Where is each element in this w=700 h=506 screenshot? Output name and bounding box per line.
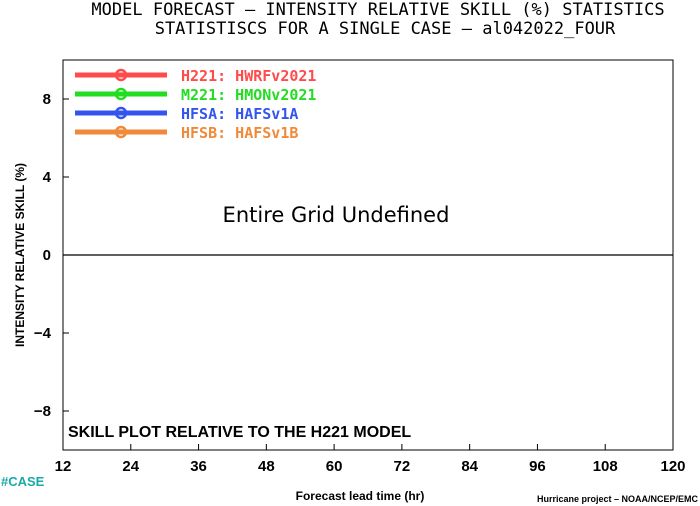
x-tick-label: 120: [660, 458, 685, 475]
x-tick-label: 108: [593, 458, 618, 475]
y-axis: 8 4 0 −4 −8: [34, 91, 69, 420]
legend-marker: [114, 106, 128, 120]
legend-label: H221: HWRFv2021: [181, 67, 316, 85]
legend-entry: M221: HMONv2021: [75, 86, 316, 104]
undefined-message: Entire Grid Undefined: [223, 203, 450, 227]
x-tick-label: 96: [529, 458, 546, 475]
case-tag: #CASE: [1, 474, 45, 489]
chart-subtitle: STATISTISCS FOR A SINGLE CASE – al042022…: [155, 19, 616, 39]
x-axis: 12 24 36 48 60 72 84 96 108 120: [55, 444, 686, 475]
x-tick-label: 12: [55, 458, 72, 475]
legend-entry: HFSA: HAFSv1A: [75, 105, 298, 123]
x-tick-label: 24: [122, 458, 139, 475]
legend-entry: HFSB: HAFSv1B: [75, 124, 298, 142]
credit-text: Hurricane project – NOAA/NCEP/EMC: [537, 494, 699, 504]
x-tick-label: 36: [190, 458, 207, 475]
x-axis-label: Forecast lead time (hr): [296, 489, 425, 503]
legend-label: HFSB: HAFSv1B: [181, 124, 298, 142]
legend-marker: [114, 125, 128, 139]
y-tick-label: 0: [43, 247, 51, 264]
legend-entry: H221: HWRFv2021: [75, 67, 316, 85]
y-tick-label: 4: [43, 169, 52, 186]
x-tick-label: 60: [326, 458, 343, 475]
x-tick-label: 48: [258, 458, 275, 475]
chart-title: MODEL FORECAST – INTENSITY RELATIVE SKIL…: [91, 0, 664, 20]
x-tick-label: 72: [394, 458, 411, 475]
y-tick-label: −4: [34, 325, 52, 342]
legend-marker: [114, 68, 128, 82]
legend-marker: [114, 87, 128, 101]
legend-label: M221: HMONv2021: [181, 86, 316, 104]
legend-label: HFSA: HAFSv1A: [181, 105, 298, 123]
y-axis-label: INTENSITY RELATIVE SKILL (%): [13, 163, 27, 347]
y-tick-label: −8: [34, 403, 51, 420]
skill-note: SKILL PLOT RELATIVE TO THE H221 MODEL: [68, 424, 411, 441]
y-tick-label: 8: [43, 91, 51, 108]
x-tick-label: 84: [461, 458, 478, 475]
